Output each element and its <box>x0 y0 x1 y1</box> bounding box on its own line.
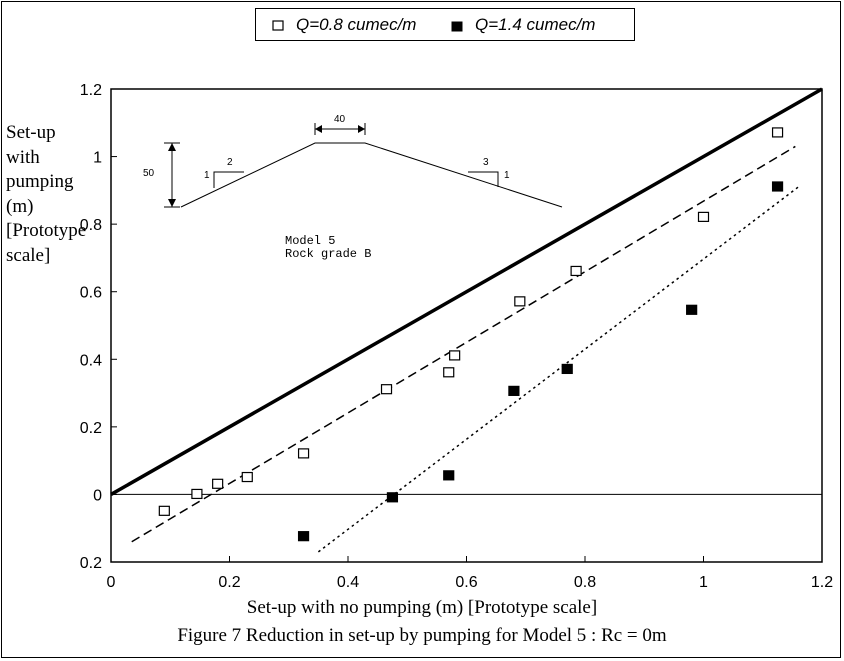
legend-series-2-label: Q=1.4 cumec/m <box>475 15 596 34</box>
data-point-filled-square <box>561 363 573 375</box>
data-point-open-square <box>570 265 582 277</box>
y-axis-label-line: scale] <box>6 244 51 266</box>
figure-caption: Figure 7 Reduction in set-up by pumping … <box>177 625 667 646</box>
fit-line-dotted <box>317 186 799 553</box>
legend-filled-square-icon <box>451 21 463 32</box>
data-point-filled-square <box>386 492 399 503</box>
x-tick-label: 1 <box>699 574 708 591</box>
y-axis-label-line: pumping <box>6 171 74 192</box>
data-point-open-square <box>297 448 310 459</box>
right-slope-h-label: 3 <box>483 157 489 168</box>
left-slope-v-label: 1 <box>204 170 210 181</box>
left-slope-h-label: 2 <box>227 157 233 168</box>
data-point-filled-square <box>686 304 698 315</box>
right-slope-v-label: 1 <box>504 170 510 181</box>
data-point-open-square <box>241 471 253 483</box>
data-point-filled-square <box>508 385 520 396</box>
y-axis-label-line: with <box>6 146 40 168</box>
data-point-filled-square <box>443 470 455 481</box>
data-point-open-square <box>514 296 526 307</box>
legend-open-square-icon <box>272 20 284 31</box>
y-tick-label: 0 <box>93 487 102 504</box>
y-axis-ticks: 1.2 1 0.8 0.6 0.4 0.2 0 0.2 <box>80 82 117 572</box>
rock-grade-label: Rock grade B <box>285 247 371 261</box>
x-tick-label: 0.2 <box>218 574 240 591</box>
x-tick-label: 0.6 <box>455 574 477 591</box>
y-tick-label: 1.2 <box>80 82 102 99</box>
x-tick-label: 0.8 <box>574 574 596 591</box>
y-tick-label: 1 <box>93 150 102 167</box>
y-axis-label-line: [Prototype <box>6 220 87 241</box>
data-point-open-square <box>697 211 710 222</box>
x-tick-label: 0 <box>107 574 116 591</box>
y-tick-label: 0.2 <box>80 555 102 572</box>
crest-arrow-left <box>315 125 322 133</box>
right-slope-marker <box>468 171 499 187</box>
x-axis-label: Set-up with no pumping (m) [Prototype sc… <box>246 597 598 618</box>
left-slope-marker <box>213 171 244 188</box>
x-tick-label: 1.2 <box>811 574 833 591</box>
y-tick-label: 0.2 <box>80 420 102 437</box>
y-axis-label: Set-up with pumping (m) [Prototype scale… <box>6 121 86 268</box>
data-point-filled-square <box>771 181 784 192</box>
data-point-filled-square <box>297 531 310 542</box>
data-point-open-square <box>771 127 784 138</box>
height-label: 50 <box>143 168 155 179</box>
data-point-open-square <box>443 367 455 378</box>
legend-series-1-label: Q=0.8 cumec/m <box>296 15 417 34</box>
crest-width-label: 40 <box>334 114 346 125</box>
x-tick-label: 0.4 <box>337 574 359 591</box>
legend: Q=0.8 cumec/m Q=1.4 cumec/m <box>255 8 635 41</box>
data-point-open-square <box>158 505 170 516</box>
y-tick-label: 0.8 <box>80 217 102 234</box>
y-tick-label: 0.6 <box>80 285 102 302</box>
breakwater-profile <box>180 142 563 208</box>
x-axis-ticks: 0 0.2 0.4 0.6 0.8 1 1.2 <box>107 556 833 591</box>
data-point-open-square <box>449 350 461 361</box>
model-label: Model 5 <box>285 234 335 248</box>
y-axis-label-line: Set-up <box>6 122 56 143</box>
crest-arrow-right <box>358 125 365 133</box>
y-tick-label: 0.4 <box>80 352 102 369</box>
equality-line <box>110 87 823 496</box>
height-arrow-bottom <box>168 199 176 207</box>
data-point-open-square <box>212 478 224 489</box>
data-point-open-square <box>191 488 203 500</box>
height-arrow-top <box>168 143 176 151</box>
y-axis-label-line: (m) <box>6 195 34 217</box>
breakwater-inset: 40 50 1 2 3 1 Model 5 Rock grade B <box>143 114 563 261</box>
fit-line-dashed <box>131 145 796 543</box>
data-point-open-square <box>380 384 393 395</box>
data-markers <box>158 127 784 542</box>
